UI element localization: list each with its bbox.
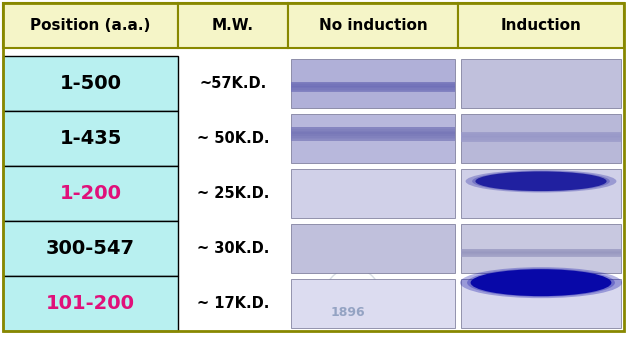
Bar: [3, 111, 178, 166]
Ellipse shape: [472, 171, 610, 191]
Bar: [291, 82, 455, 83]
Bar: [291, 132, 455, 134]
Text: M.W.: M.W.: [212, 18, 254, 33]
Bar: [461, 224, 621, 273]
Bar: [461, 252, 621, 253]
Bar: [461, 132, 621, 133]
Bar: [291, 138, 455, 139]
Ellipse shape: [467, 268, 615, 297]
Bar: [291, 86, 455, 87]
Bar: [291, 131, 455, 132]
Bar: [461, 133, 621, 134]
Ellipse shape: [471, 269, 612, 296]
Bar: [3, 3, 178, 48]
Bar: [3, 56, 178, 111]
Bar: [461, 279, 621, 328]
Bar: [461, 255, 621, 256]
Ellipse shape: [475, 172, 607, 191]
Bar: [291, 90, 455, 91]
Text: 1-500: 1-500: [59, 74, 121, 93]
Bar: [291, 139, 455, 141]
Bar: [461, 134, 621, 136]
Bar: [291, 84, 455, 86]
Bar: [3, 166, 178, 221]
Bar: [291, 136, 455, 138]
Text: 1896: 1896: [330, 307, 365, 320]
Bar: [291, 87, 455, 88]
Bar: [461, 59, 621, 108]
Bar: [461, 114, 621, 163]
Text: 101-200: 101-200: [46, 294, 135, 313]
Bar: [291, 83, 455, 84]
Ellipse shape: [460, 267, 622, 298]
Bar: [461, 169, 621, 218]
Text: ~ 17K.D.: ~ 17K.D.: [197, 296, 269, 311]
Bar: [461, 138, 621, 140]
Bar: [3, 276, 178, 331]
Bar: [291, 127, 455, 129]
Ellipse shape: [466, 170, 617, 192]
Bar: [461, 253, 621, 254]
Bar: [291, 88, 455, 90]
Bar: [461, 137, 621, 138]
Bar: [291, 224, 455, 273]
Bar: [461, 136, 621, 137]
Text: 1-200: 1-200: [59, 184, 121, 203]
Bar: [291, 169, 455, 218]
Text: 300-547: 300-547: [46, 239, 135, 258]
Bar: [291, 279, 455, 328]
Text: Induction: Induction: [501, 18, 582, 33]
Bar: [291, 91, 455, 92]
Bar: [461, 254, 621, 255]
Bar: [291, 59, 455, 108]
Text: ~ 50K.D.: ~ 50K.D.: [197, 131, 269, 146]
Bar: [461, 248, 621, 250]
Bar: [291, 129, 455, 131]
Bar: [178, 3, 288, 48]
Text: ~ 25K.D.: ~ 25K.D.: [197, 186, 269, 201]
Bar: [288, 3, 458, 48]
Bar: [461, 251, 621, 252]
Bar: [461, 256, 621, 257]
Bar: [461, 140, 621, 141]
Text: Position (a.a.): Position (a.a.): [30, 18, 151, 33]
Text: ~ 30K.D.: ~ 30K.D.: [197, 241, 269, 256]
Bar: [461, 141, 621, 142]
Bar: [461, 250, 621, 251]
Text: 1-435: 1-435: [59, 129, 121, 148]
Bar: [291, 134, 455, 136]
Bar: [3, 221, 178, 276]
Text: ~57K.D.: ~57K.D.: [199, 76, 267, 91]
Bar: [458, 3, 624, 48]
Text: No induction: No induction: [319, 18, 428, 33]
Bar: [291, 114, 455, 163]
